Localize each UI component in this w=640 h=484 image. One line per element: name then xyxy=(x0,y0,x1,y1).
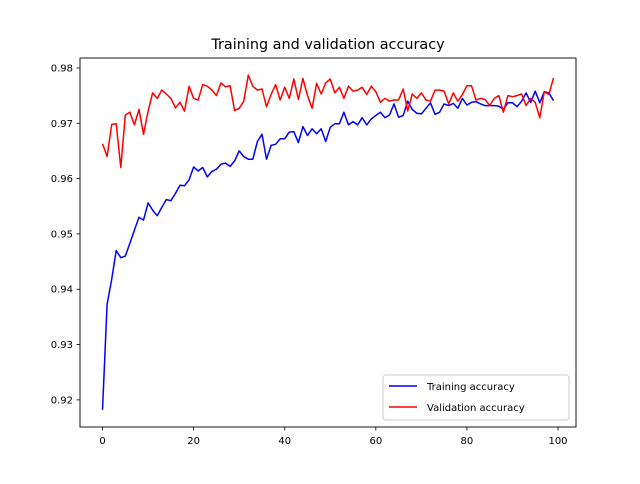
x-tick-label: 80 xyxy=(461,436,474,447)
y-tick-label: 0.98 xyxy=(51,63,73,74)
y-tick-label: 0.97 xyxy=(51,119,73,130)
x-tick-label: 60 xyxy=(369,436,382,447)
plot-area xyxy=(101,74,555,410)
legend: Training accuracy Validation accuracy xyxy=(382,374,570,421)
x-tick-label: 100 xyxy=(548,436,567,447)
x-tick-label: 40 xyxy=(278,436,291,447)
x-axis: 0 20 40 60 80 100 xyxy=(99,427,568,447)
y-tick-label: 0.95 xyxy=(51,229,73,240)
series-line-validation xyxy=(101,74,555,169)
axes-frame xyxy=(79,57,577,428)
x-tick-label: 0 xyxy=(99,436,105,447)
x-tick-label: 20 xyxy=(187,436,200,447)
y-tick-label: 0.93 xyxy=(51,340,73,351)
y-tick-label: 0.96 xyxy=(51,174,73,185)
legend-box xyxy=(382,374,570,421)
series-line-training xyxy=(101,90,555,410)
y-tick-label: 0.92 xyxy=(51,395,73,406)
legend-label: Validation accuracy xyxy=(427,403,525,414)
chart-title: Training and validation accuracy xyxy=(210,37,445,53)
y-tick-label: 0.94 xyxy=(51,285,73,296)
legend-label: Training accuracy xyxy=(426,382,515,393)
y-axis: 0.92 0.93 0.94 0.95 0.96 0.97 0.98 xyxy=(51,63,80,406)
